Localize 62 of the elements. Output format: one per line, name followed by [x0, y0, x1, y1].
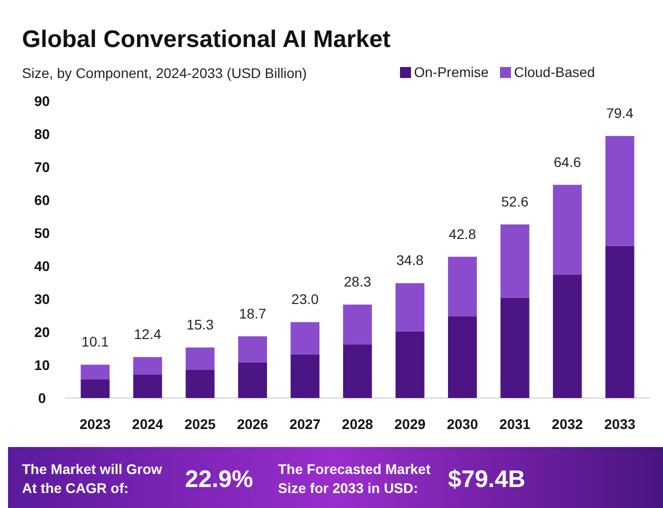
total-label: 52.6	[501, 193, 529, 210]
bar	[500, 298, 530, 398]
bar	[343, 344, 372, 398]
y-tick-label: 50	[34, 224, 50, 241]
total-label: 34.8	[396, 252, 424, 268]
bar	[80, 380, 110, 398]
bar	[290, 354, 320, 398]
bar	[133, 357, 162, 375]
x-tick-label: 2023	[80, 416, 111, 432]
bar	[133, 374, 162, 398]
chart-subtitle: Size, by Component, 2024-2033 (USD Billion)	[22, 65, 307, 81]
x-tick-label: 2029	[394, 416, 426, 432]
bar	[396, 331, 424, 398]
total-label: 15.3	[186, 316, 214, 333]
chart-title: Global Conversational AI Market	[22, 26, 391, 53]
x-tick-label: 2024	[132, 416, 164, 432]
y-tick-label: 20	[34, 324, 50, 340]
text: 22.9%	[185, 466, 254, 493]
y-tick-label: 10	[34, 356, 50, 373]
bar	[448, 256, 477, 316]
x-tick-label: 2025	[184, 416, 216, 432]
bar	[238, 362, 267, 398]
bar	[186, 348, 215, 370]
y-tick-label: 40	[34, 258, 50, 274]
bar	[80, 364, 110, 380]
total-label: 64.6	[554, 154, 582, 170]
bar	[500, 224, 530, 298]
bar	[396, 283, 424, 332]
text: $79.4B	[448, 466, 526, 493]
x-tick-label: 2030	[446, 416, 478, 432]
text: The Forecasted Market Size for 2033 in USD:	[278, 461, 431, 496]
y-tick-label: 90	[34, 92, 50, 109]
bar	[186, 370, 215, 398]
x-tick-label: 2032	[552, 416, 584, 432]
y-tick-label: 80	[34, 126, 50, 142]
text: The Market will Grow At the CAGR of:	[22, 461, 162, 496]
total-label: 42.8	[448, 226, 476, 242]
legend-label: Cloud-Based	[514, 64, 595, 80]
x-tick-label: 2031	[499, 416, 531, 432]
bar	[290, 322, 320, 354]
total-label: 28.3	[344, 274, 372, 290]
x-tick-label: 2027	[289, 416, 321, 432]
x-tick-label: 2028	[342, 416, 374, 432]
y-tick-label: 70	[34, 158, 50, 175]
total-label: 12.4	[134, 326, 162, 342]
y-tick-label: 60	[34, 192, 50, 208]
y-tick-label: 30	[34, 290, 50, 307]
bar	[343, 304, 372, 345]
bar	[605, 136, 634, 246]
total-label: 23.0	[291, 291, 319, 308]
total-label: 79.4	[606, 104, 634, 121]
x-tick-label: 2033	[604, 416, 636, 432]
legend-label: On-Premise	[414, 64, 489, 80]
bar	[552, 274, 582, 398]
y-tick-label: 0	[38, 390, 46, 406]
bar	[552, 184, 582, 275]
total-label: 10.1	[82, 334, 110, 350]
total-label: 18.7	[238, 305, 266, 322]
x-tick-label: 2026	[236, 416, 268, 432]
bar	[448, 316, 477, 398]
bar	[238, 336, 267, 362]
bar	[605, 246, 634, 398]
